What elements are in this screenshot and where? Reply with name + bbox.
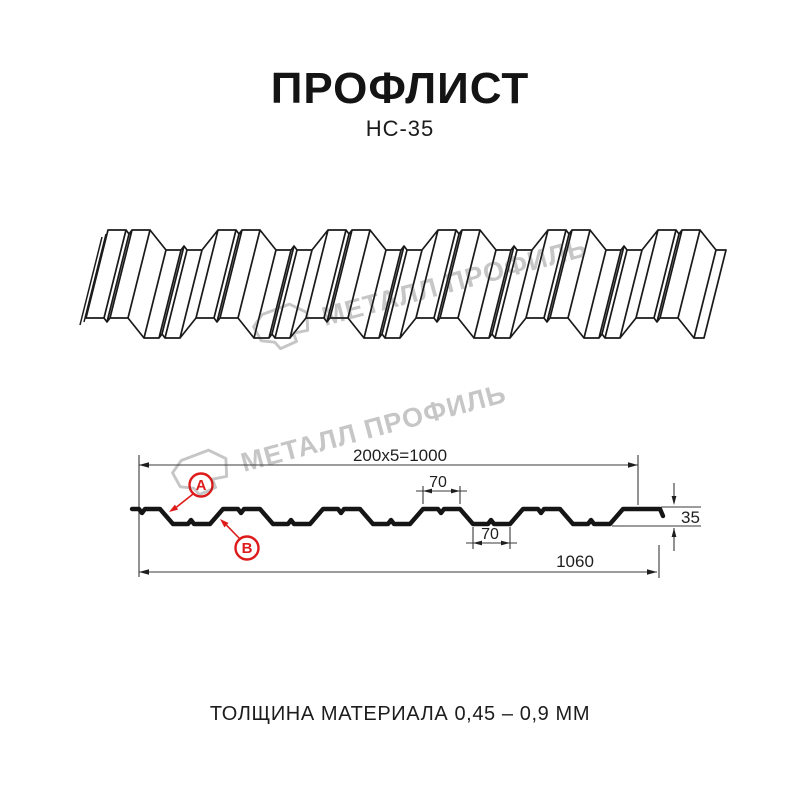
dim-overall-width: 1060 bbox=[556, 552, 594, 571]
page-title: ПРОФЛИСТ bbox=[270, 64, 530, 113]
profile-code: НС-35 bbox=[365, 116, 435, 141]
sheet-left-cut-edge bbox=[79, 233, 107, 326]
marker-b: В bbox=[220, 519, 260, 561]
profile-3d-figure bbox=[79, 229, 727, 339]
cross-section-figure: 200x5=1000 70 70 35 1060 А В bbox=[129, 446, 701, 578]
dim-rib-top-width: 70 bbox=[429, 474, 447, 491]
dim-rib-bottom-width: 70 bbox=[481, 526, 499, 543]
corrugated-sheet-drawing bbox=[85, 229, 727, 339]
marker-a-letter: А bbox=[196, 477, 207, 494]
marker-a: А bbox=[169, 472, 214, 512]
dim-profile-height: 35 bbox=[681, 508, 700, 527]
marker-b-letter: В bbox=[242, 540, 253, 557]
material-thickness-note: ТОЛЩИНА МАТЕРИАЛА 0,45 – 0,9 ММ bbox=[209, 703, 591, 725]
extension-lines bbox=[138, 455, 701, 578]
profile-cross-section bbox=[129, 506, 666, 527]
dimension-arrowheads bbox=[139, 462, 677, 575]
dim-module-total: 200x5=1000 bbox=[353, 446, 447, 465]
